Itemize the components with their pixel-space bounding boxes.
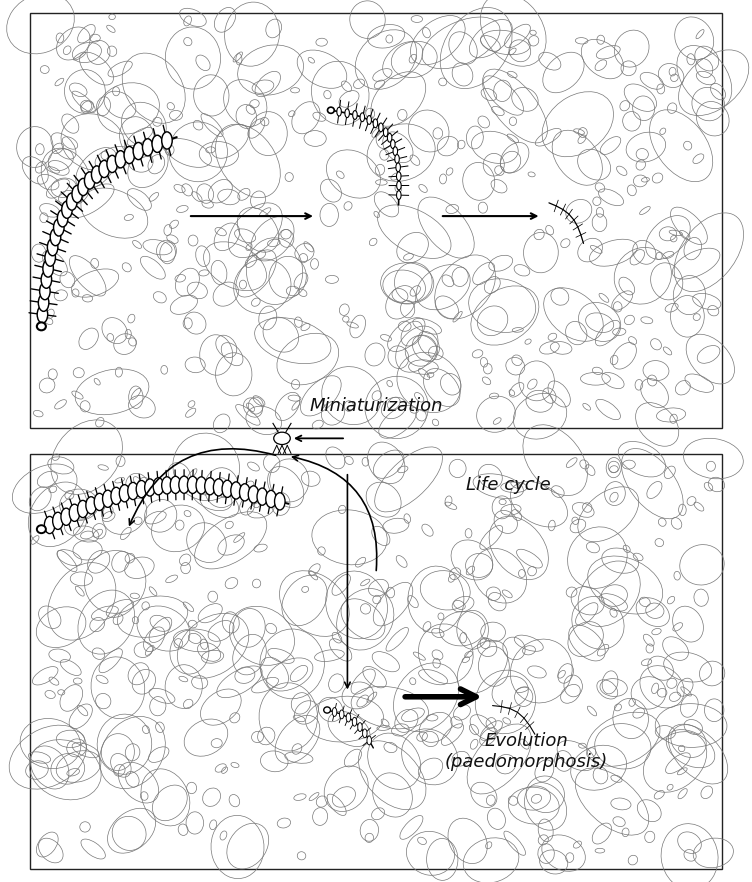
Ellipse shape [367, 116, 371, 124]
Ellipse shape [94, 493, 105, 511]
Ellipse shape [373, 119, 378, 128]
Ellipse shape [362, 729, 367, 737]
Ellipse shape [84, 172, 95, 189]
Ellipse shape [53, 512, 63, 529]
Text: Life cycle: Life cycle [466, 476, 551, 494]
Ellipse shape [41, 271, 52, 288]
Ellipse shape [102, 490, 113, 507]
Ellipse shape [136, 481, 147, 497]
Ellipse shape [231, 482, 241, 499]
Ellipse shape [257, 488, 268, 505]
Ellipse shape [360, 113, 365, 122]
Ellipse shape [332, 707, 337, 716]
Ellipse shape [367, 736, 371, 745]
Ellipse shape [346, 714, 350, 722]
Ellipse shape [179, 476, 190, 493]
Ellipse shape [78, 178, 89, 196]
Ellipse shape [396, 191, 401, 199]
Ellipse shape [337, 108, 341, 116]
Ellipse shape [222, 480, 232, 497]
Ellipse shape [115, 151, 126, 168]
Ellipse shape [37, 525, 46, 533]
Ellipse shape [352, 717, 356, 726]
Ellipse shape [45, 249, 56, 266]
Ellipse shape [205, 478, 215, 495]
Ellipse shape [170, 476, 180, 493]
Ellipse shape [384, 128, 388, 137]
Ellipse shape [67, 193, 77, 210]
Ellipse shape [50, 228, 61, 246]
Ellipse shape [387, 133, 392, 142]
Ellipse shape [37, 306, 47, 323]
Ellipse shape [187, 476, 198, 494]
Ellipse shape [345, 108, 350, 117]
Bar [30, 454, 722, 869]
Ellipse shape [107, 155, 117, 173]
Text: Miniaturization: Miniaturization [309, 397, 443, 415]
Ellipse shape [44, 516, 55, 534]
Ellipse shape [323, 707, 331, 713]
Ellipse shape [133, 142, 144, 160]
Ellipse shape [38, 294, 49, 311]
Ellipse shape [153, 478, 164, 495]
Ellipse shape [72, 185, 83, 203]
Ellipse shape [53, 219, 64, 236]
Ellipse shape [379, 123, 384, 131]
Ellipse shape [274, 493, 285, 510]
Ellipse shape [86, 497, 96, 514]
Ellipse shape [57, 210, 68, 227]
Ellipse shape [62, 201, 72, 218]
Ellipse shape [327, 107, 334, 113]
Ellipse shape [152, 135, 162, 153]
Ellipse shape [162, 477, 172, 494]
Text: Evolution
(paedomorphosis): Evolution (paedomorphosis) [444, 732, 608, 771]
Ellipse shape [120, 485, 130, 502]
Ellipse shape [47, 238, 58, 256]
Ellipse shape [248, 486, 259, 503]
Ellipse shape [396, 181, 401, 190]
Ellipse shape [353, 110, 357, 119]
Ellipse shape [99, 161, 110, 177]
Ellipse shape [40, 282, 50, 300]
Ellipse shape [111, 487, 121, 505]
Bar [30, 13, 722, 428]
Ellipse shape [144, 479, 155, 496]
Ellipse shape [196, 477, 207, 494]
Ellipse shape [43, 260, 53, 277]
Ellipse shape [162, 132, 172, 149]
Ellipse shape [265, 490, 276, 507]
Ellipse shape [239, 483, 250, 501]
Ellipse shape [390, 139, 395, 148]
Ellipse shape [92, 166, 102, 183]
Ellipse shape [358, 722, 362, 731]
Ellipse shape [339, 710, 344, 719]
Ellipse shape [61, 508, 71, 526]
Ellipse shape [77, 500, 88, 518]
Ellipse shape [396, 163, 400, 172]
Ellipse shape [393, 146, 398, 155]
Ellipse shape [37, 322, 46, 331]
Ellipse shape [128, 482, 138, 499]
Ellipse shape [69, 505, 80, 521]
Ellipse shape [124, 146, 135, 163]
Ellipse shape [142, 138, 153, 156]
Ellipse shape [395, 154, 399, 163]
Ellipse shape [396, 172, 401, 181]
Ellipse shape [214, 479, 224, 496]
